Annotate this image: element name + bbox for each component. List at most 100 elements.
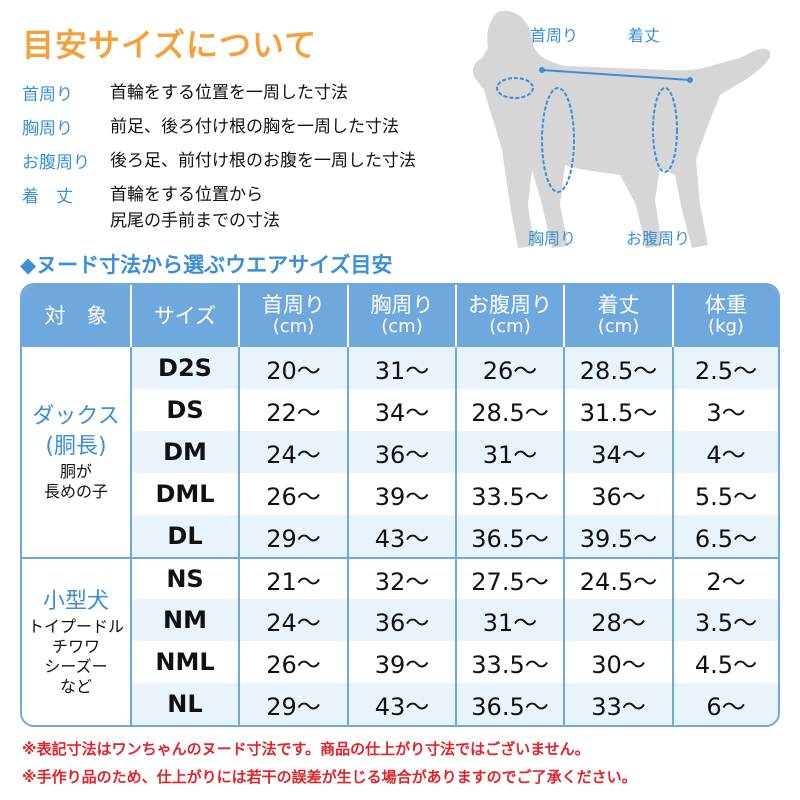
header-label: サイズ [153, 304, 217, 328]
desc: 首輪をする位置から [110, 185, 263, 205]
value-cell: 22～ [240, 389, 349, 431]
table-row: NML 26～ 39～ 33.5～ 30～ 4.5～ [22, 641, 778, 683]
desc: 尻尾の手前までの寸法 [110, 211, 280, 231]
column-header: お腹周り (cm) [457, 285, 565, 347]
value-cell: 28.5～ [565, 347, 674, 389]
header-label: 首周り [262, 293, 325, 317]
value-cell: 31.5～ [565, 389, 674, 431]
value-cell: 36.5～ [457, 683, 565, 725]
value-cell: 5.5～ [694, 482, 758, 511]
size-cell: NML [132, 641, 240, 683]
column-header: サイズ [132, 285, 240, 347]
header-unit: (cm) [489, 316, 531, 337]
value-cell: 4～ [674, 431, 778, 473]
note-1: ※表記寸法はワンちゃんのヌード寸法です。商品の仕上がり寸法ではございません。 [22, 740, 590, 758]
column-header: 体重 (kg) [674, 285, 778, 347]
label-neck: 首周り [530, 26, 579, 45]
value-cell: 2.5～ [674, 347, 778, 389]
value-cell: 29～ [240, 683, 349, 725]
table-row: DL 29～ 43～ 36.5～ 39.5～ 6.5～ [22, 515, 778, 557]
value-cell: 43～ [349, 683, 457, 725]
value-cell: 27.5～ [457, 557, 565, 599]
value-cell: 28～ [565, 599, 674, 641]
header-unit: (cm) [381, 316, 423, 337]
desc: 前足、後ろ付け根の胸を一周した寸法 [110, 117, 399, 137]
column-header: 着丈 (cm) [565, 285, 674, 347]
value-cell: 21～ [240, 557, 349, 599]
value-cell: 6.5～ [674, 515, 778, 557]
size-cell: NM [132, 599, 240, 641]
size-cell: D2S [132, 347, 240, 389]
group-desc: 胴が [59, 462, 92, 481]
header-label: 着丈 [597, 293, 640, 317]
table-subtitle: ◆ヌード寸法から選ぶウエアサイズ目安 [20, 253, 393, 277]
value-cell: 3～ [706, 398, 746, 427]
size-cell: NS [132, 557, 240, 599]
group-name: ダックス [32, 404, 120, 429]
table-row: ダックス (胴長) 胴が 長めの子 D2S 20～ 31～ 26～ 28.5～ 2.5～ [22, 347, 778, 557]
group-name: (胴長) [45, 434, 107, 459]
header-unit: (cm) [272, 316, 315, 337]
value-cell: 43～ [349, 515, 457, 557]
size-cell: DML [132, 473, 240, 515]
header-label: 対 象 [44, 304, 108, 328]
group-cell: ダックス (胴長) 胴が 長めの子 [22, 347, 132, 557]
value-cell: 2～ [674, 557, 778, 599]
column-header: 胸周り (cm) [349, 285, 457, 347]
term: お腹周り [22, 153, 90, 173]
value-cell: 29～ [240, 515, 349, 557]
value-cell: 36～ [565, 473, 674, 515]
value-cell: 39～ [349, 641, 457, 683]
term: 胸周り [22, 119, 73, 139]
header-label: 体重 [705, 293, 747, 317]
label-length: 着丈 [628, 26, 661, 45]
value-cell: 36～ [349, 431, 457, 473]
label-belly: お腹周り [626, 229, 691, 248]
value-cell: 26～ [457, 347, 565, 389]
column-header: 対 象 [22, 285, 132, 347]
size-cell: DM [132, 431, 240, 473]
header-label: お腹周り [468, 293, 552, 317]
value-cell: 4.5～ [694, 650, 758, 679]
header-unit: (cm) [597, 316, 640, 337]
table-row: DML 26～ 39～ 33.5～ 36～ 5.5～ [22, 473, 778, 515]
value-cell: 36.5～ [457, 515, 565, 557]
value-cell: 30～ [565, 641, 674, 683]
term: 首周り [22, 85, 73, 105]
size-cell: DL [132, 515, 240, 557]
size-cell: NL [132, 683, 240, 725]
group-desc: トイプードル [27, 617, 124, 636]
group-name: 小型犬 [42, 589, 109, 614]
value-cell: 33.5～ [457, 473, 565, 515]
value-cell: 33.5～ [457, 641, 565, 683]
desc: 首輪をする位置を一周した寸法 [110, 83, 348, 103]
value-cell: 31～ [349, 347, 457, 389]
size-cell: DS [132, 389, 240, 431]
value-cell: 36～ [349, 599, 457, 641]
value-cell: 24.5～ [565, 557, 674, 599]
value-cell: 39～ [349, 473, 457, 515]
value-cell: 3.5～ [674, 599, 778, 641]
group-desc: 長めの子 [43, 482, 108, 501]
value-cell: 26～ [240, 473, 349, 515]
value-cell: 34～ [565, 431, 674, 473]
desc: 後ろ足、前付け根のお腹を一周した寸法 [110, 151, 416, 171]
value-cell: 24～ [240, 599, 349, 641]
table-row: NM 24～ 36～ 31～ 28～ 3.5～ [22, 599, 778, 641]
group-cell: 小型犬 トイプードル チワワ シーズー など [22, 557, 132, 725]
value-cell: 24～ [240, 431, 349, 473]
note-2: ※手作り品のため、仕上がりには若干の誤差が生じる場合がありますのでご了承ください… [22, 768, 637, 786]
dog-silhouette [472, 10, 771, 249]
term: 着 丈 [22, 187, 73, 207]
label-chest: 胸周り [528, 229, 577, 248]
table-row: DM 24～ 36～ 31～ 34～ 4～ [22, 431, 778, 473]
table-row: NL 29～ 43～ 36.5～ 33～ 6～ [22, 683, 778, 725]
table-row: 小型犬 トイプードル チワワ シーズー など NS 21～ 32～ 27.5～ 24.5～ 2～ [22, 557, 778, 725]
value-cell: 31～ [457, 431, 565, 473]
value-cell: 33～ [565, 683, 674, 725]
value-cell: 26～ [240, 641, 349, 683]
value-cell: 31～ [457, 599, 565, 641]
column-header: 首周り (cm) [240, 285, 349, 347]
size-table: 対 象サイズ 首周り (cm) 胸周り (cm) お腹周り (cm) 着丈 (cm) 体重 (kg)… [20, 283, 780, 727]
group-desc: シーズー [44, 657, 108, 676]
